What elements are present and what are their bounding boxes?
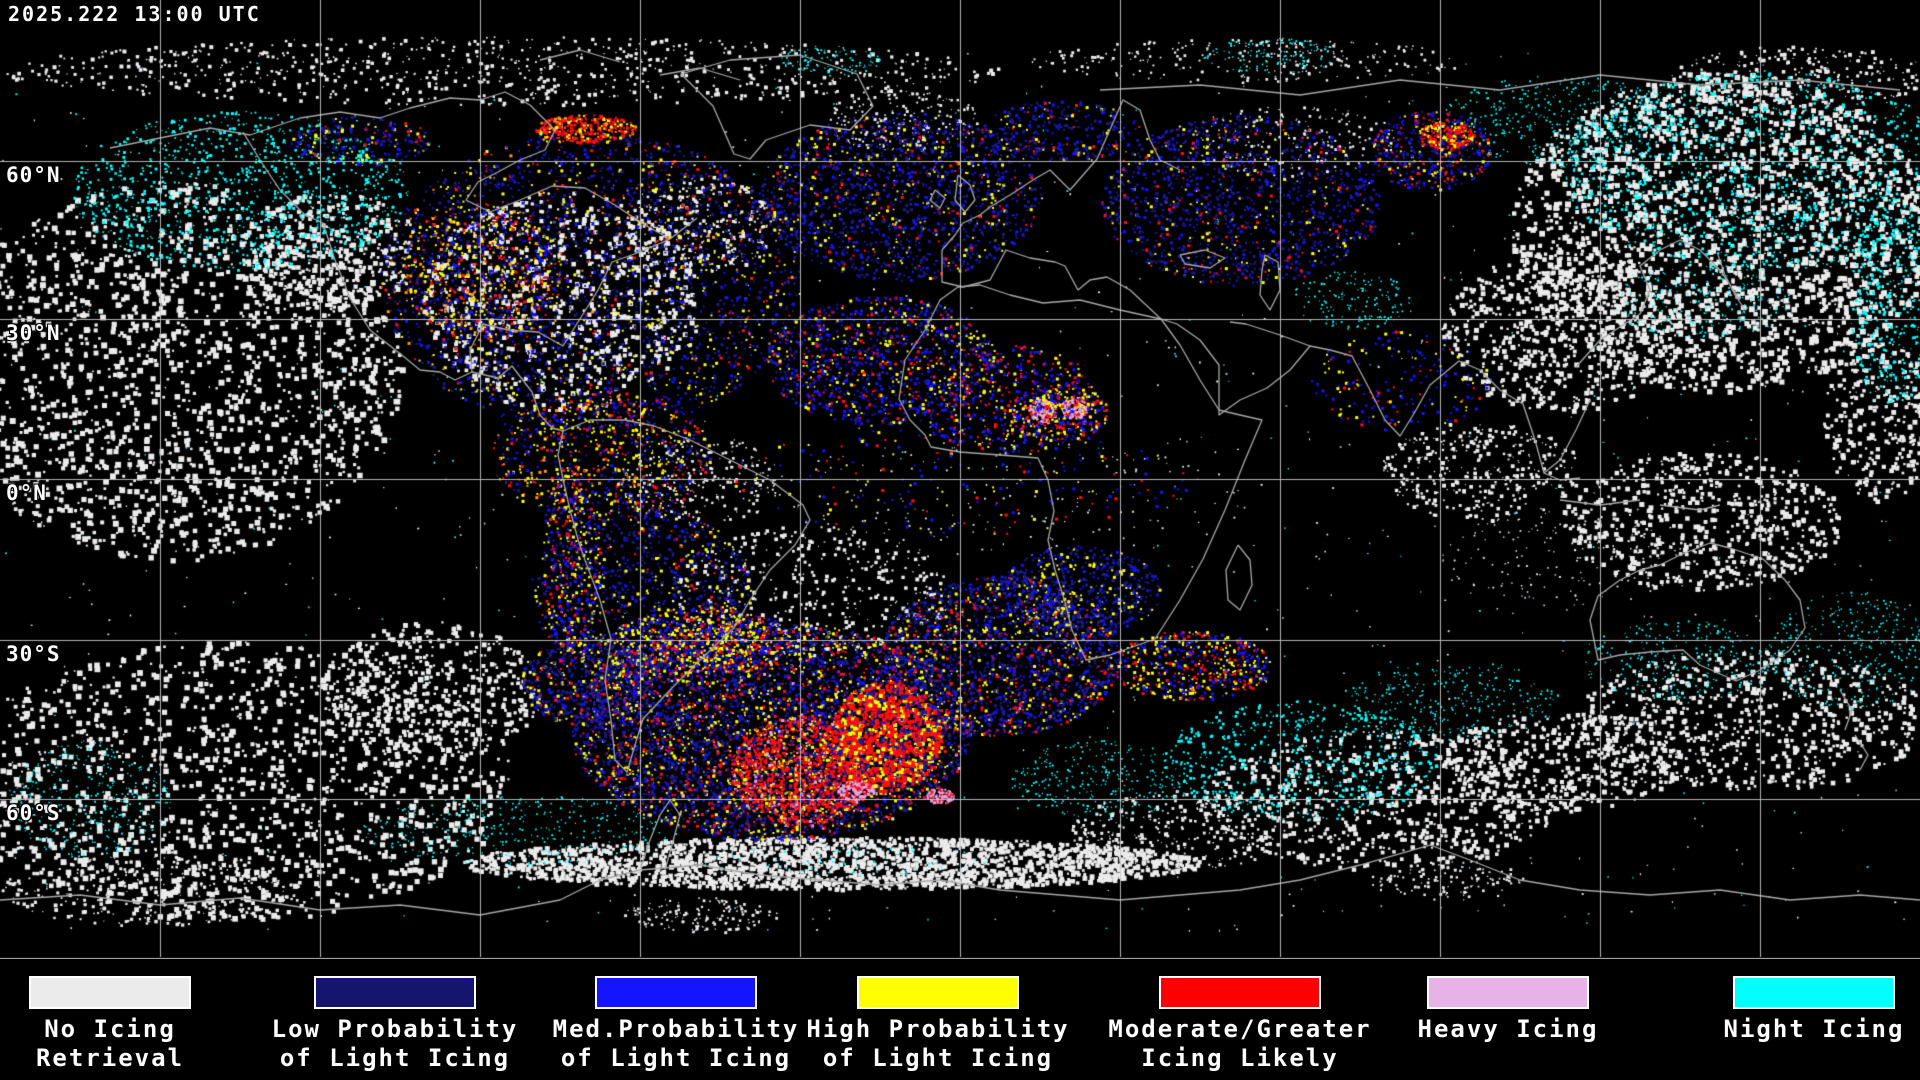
- world-icing-map: [0, 0, 1920, 959]
- legend-swatch-med-prob: [595, 976, 757, 1009]
- legend-label: Low Probability of Light Icing: [271, 1015, 519, 1072]
- lat-label-0n: 0°N: [6, 481, 47, 505]
- lat-label-30s: 30°S: [6, 642, 61, 666]
- legend-item-med-prob: Med.Probability of Light Icing: [526, 976, 826, 1073]
- legend-swatch-night: [1733, 976, 1895, 1009]
- legend-label: No Icing Retrieval: [35, 1015, 185, 1072]
- legend-swatch-heavy: [1427, 976, 1589, 1009]
- lat-label-60s: 60°S: [6, 801, 61, 825]
- legend-label: Moderate/Greater Icing Likely: [1108, 1015, 1372, 1072]
- timestamp-label: 2025.222 13:00 UTC: [8, 2, 261, 26]
- legend-label: Med.Probability of Light Icing: [552, 1015, 800, 1072]
- legend-item-night: Night Icing: [1664, 976, 1920, 1044]
- legend-swatch-moderate: [1159, 976, 1321, 1009]
- legend-swatch-no-icing: [29, 976, 191, 1009]
- legend-item-no-icing: No Icing Retrieval: [0, 976, 260, 1073]
- legend-bar: No Icing Retrieval Low Probability of Ligh…: [0, 959, 1920, 1080]
- legend-item-moderate: Moderate/Greater Icing Likely: [1090, 976, 1390, 1073]
- lat-label-60n: 60°N: [6, 163, 61, 187]
- lat-label-30n: 30°N: [6, 321, 61, 345]
- legend-label: High Probability of Light Icing: [806, 1015, 1070, 1072]
- legend-item-low-prob: Low Probability of Light Icing: [245, 976, 545, 1073]
- legend-label: Night Icing: [1723, 1015, 1905, 1043]
- legend-item-high-prob: High Probability of Light Icing: [788, 976, 1088, 1073]
- legend-swatch-low-prob: [314, 976, 476, 1009]
- legend-item-heavy: Heavy Icing: [1358, 976, 1658, 1044]
- legend-label: Heavy Icing: [1417, 1015, 1599, 1043]
- legend-swatch-high-prob: [857, 976, 1019, 1009]
